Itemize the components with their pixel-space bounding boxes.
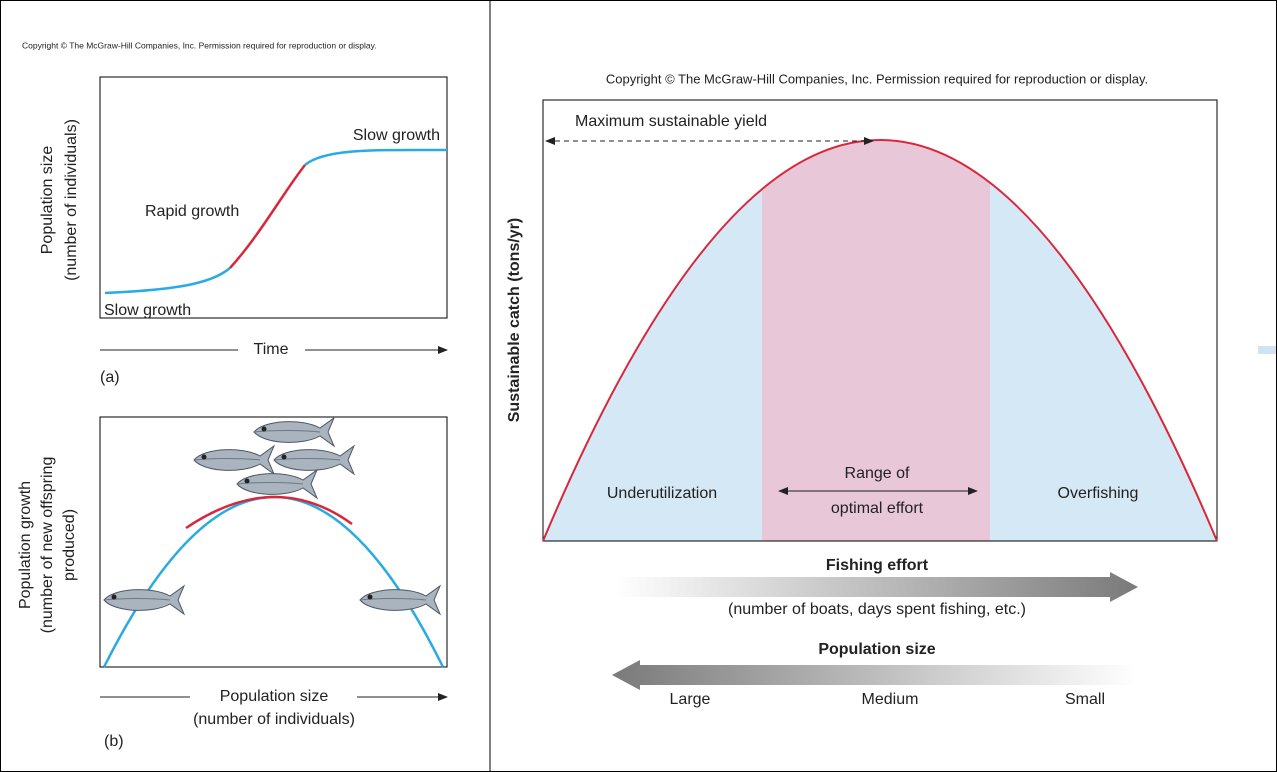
plot-box [100,417,447,667]
copyright: Copyright © The McGraw-Hill Companies, I… [606,71,1148,86]
arrow-title: Fishing effort [826,557,929,574]
arrow-label: Large [670,691,711,708]
region-label: Overfishing [1058,485,1139,502]
figure: Copyright © The McGraw-Hill Companies, I… [0,0,1277,772]
x-axis-label: Time [254,341,289,358]
fish-icon [360,586,440,614]
fish-icon [274,446,354,474]
stray-mark [1258,346,1276,354]
y-axis-label: Population growth [17,481,34,609]
gradient-arrow [615,572,1138,602]
copyright: Copyright © The McGraw-Hill Companies, I… [22,40,377,50]
fish-icon [104,586,184,614]
population-arrow: Population size Large Medium Small [612,641,1135,708]
panel-tag: (a) [100,369,120,386]
arrow-caption: (number of boats, days spent fishing, et… [728,601,1026,618]
curve-label: Rapid growth [145,203,239,220]
y-axis-label: (number of new offspring [39,457,56,634]
curve [105,268,230,293]
region-label: Underutilization [607,485,717,502]
panel-a: Slow growth Rapid growth Slow growth Pop… [39,77,447,386]
peak-label: Maximum sustainable yield [575,113,767,130]
region-label: optimal effort [831,500,924,517]
panel-b: Population growth (number of new offspri… [17,417,447,750]
x-axis-label: (number of individuals) [193,711,355,728]
arrow-title: Population size [818,641,935,658]
curve [305,150,447,165]
fish-icon [194,446,274,474]
curve-label: Slow growth [104,302,191,319]
gradient-arrow [612,660,1135,690]
curve-label: Slow growth [353,127,440,144]
arrow-label: Small [1065,691,1105,708]
curve [104,497,443,667]
panel-tag: (b) [104,733,124,750]
yield-chart: Maximum sustainable yield Underutilizati… [506,100,1217,541]
y-axis-label: produced) [61,509,78,581]
fish-icon [237,470,317,498]
y-axis-label: Population size [39,146,56,255]
fish-icon [254,418,334,446]
plot-box [100,77,447,318]
y-axis-label: Sustainable catch (tons/yr) [506,218,523,423]
arrow-label: Medium [862,691,919,708]
effort-arrow: Fishing effort (number of boats, days sp… [615,557,1138,618]
y-axis-label: (number of individuals) [63,119,80,281]
curve [230,165,305,268]
x-axis-label: Population size [220,688,329,705]
region-label: Range of [845,465,910,482]
